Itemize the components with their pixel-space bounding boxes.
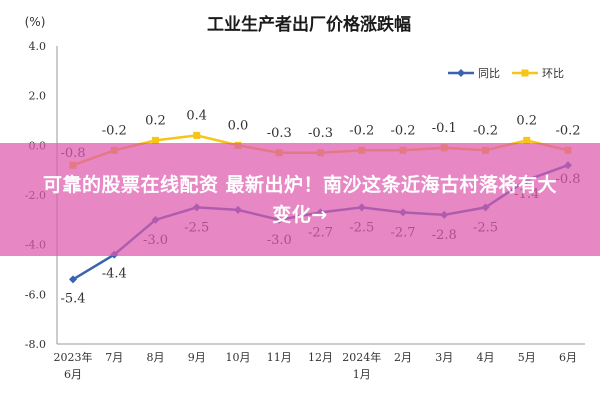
- y-tick-label: 4.0: [29, 40, 47, 53]
- promo-banner-text[interactable]: 可靠的股票在线配资 最新出炉！南沙这条近海古村落将有大变化→: [42, 173, 558, 226]
- data-label: -0.2: [102, 123, 127, 138]
- x-tick-label: 7月: [105, 351, 123, 364]
- data-label: -0.2: [349, 123, 374, 138]
- x-tick-label: 11月: [267, 351, 292, 364]
- y-tick-label: -8.0: [25, 338, 46, 351]
- data-point: [152, 136, 159, 144]
- x-tick-label: 5月: [518, 351, 536, 364]
- legend-marker: [521, 69, 529, 77]
- data-label: -0.3: [308, 126, 333, 141]
- y-tick-label: -6.0: [25, 288, 46, 301]
- data-label: -0.2: [473, 123, 498, 138]
- data-label: -0.1: [432, 121, 457, 136]
- data-label: -0.3: [267, 126, 292, 141]
- x-tick-label: 6月: [559, 351, 577, 364]
- legend: 同比 环比: [448, 67, 564, 80]
- x-tick-label: 3月: [435, 351, 453, 364]
- data-label: -4.4: [102, 267, 127, 282]
- promo-banner[interactable]: 可靠的股票在线配资 最新出炉！南沙这条近海古村落将有大变化→: [0, 143, 600, 256]
- data-label: -0.2: [390, 123, 415, 138]
- legend-label: 环比: [542, 67, 564, 80]
- data-label: 0.0: [228, 118, 249, 133]
- x-tick-label: 12月: [308, 351, 333, 364]
- x-axis-ticks: 2023年 6月 7月 8月 9月 10月 11月 12月 2024年 1月 2月 3月 4月 5月 6月: [54, 350, 578, 381]
- data-label: 0.2: [145, 113, 166, 128]
- x-tick-label: 4月: [477, 351, 495, 364]
- chart-title: 工业生产者出厂价格涨跌幅: [207, 14, 411, 35]
- legend-marker: [457, 69, 465, 77]
- data-point: [69, 275, 77, 284]
- x-tick-label: 9月: [188, 351, 206, 364]
- x-tick-label: 1月: [353, 368, 371, 381]
- data-point: [523, 136, 531, 144]
- x-tick-label: 2023年: [54, 350, 93, 364]
- x-tick-label: 2月: [394, 351, 412, 364]
- x-tick-label: 6月: [64, 368, 82, 381]
- data-label: -5.4: [60, 291, 85, 306]
- data-label: -0.2: [555, 123, 580, 138]
- y-axis-unit-label: (%): [25, 15, 46, 29]
- y-tick-label: 2.0: [29, 90, 47, 103]
- x-tick-label: 2024年: [342, 350, 381, 364]
- data-point: [193, 131, 201, 139]
- data-label: 0.2: [516, 113, 537, 128]
- legend-label: 同比: [478, 67, 500, 80]
- data-label: 0.4: [186, 108, 207, 123]
- x-tick-label: 8月: [147, 351, 165, 364]
- x-tick-label: 10月: [226, 351, 251, 364]
